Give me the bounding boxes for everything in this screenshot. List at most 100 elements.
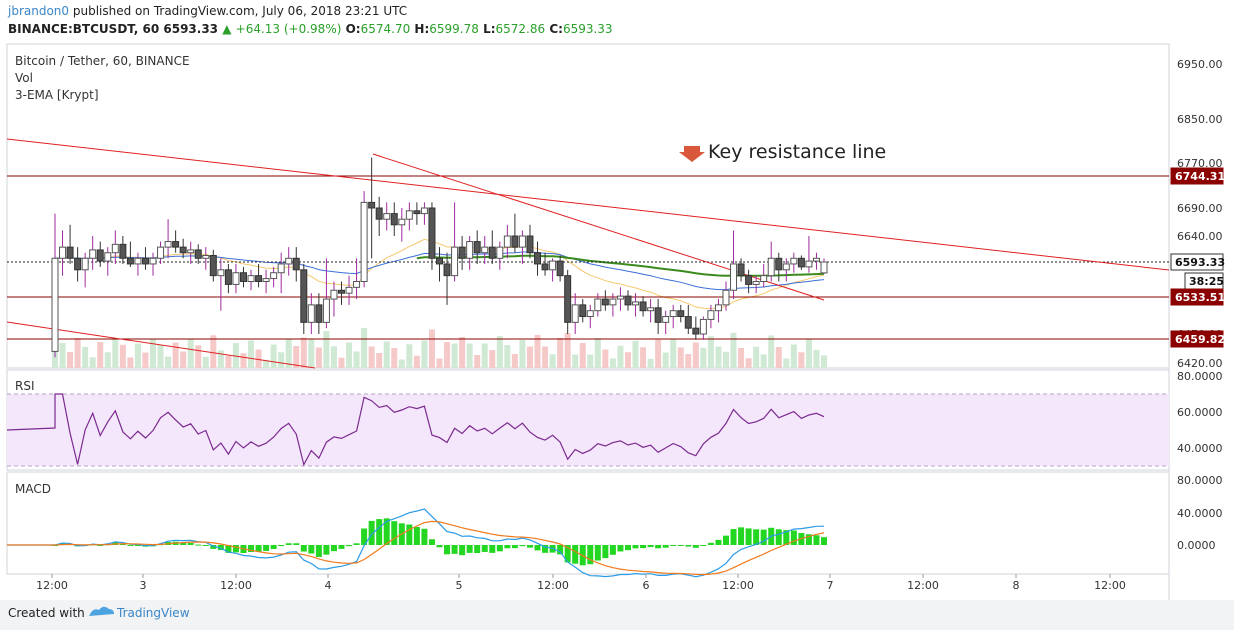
candle-body	[315, 304, 323, 323]
candle-body	[526, 235, 534, 254]
macd-hist-bar	[594, 545, 601, 561]
volume-bar	[481, 343, 488, 368]
candle-body	[534, 252, 542, 265]
volume-bar	[738, 348, 745, 368]
price-label-support: 6459.82	[1175, 333, 1225, 346]
volume-bar	[232, 343, 239, 368]
candle-body	[820, 261, 828, 274]
rsi-band	[7, 394, 1169, 466]
macd-hist-bar	[444, 545, 451, 555]
macd-hist-bar	[609, 545, 616, 555]
rsi-line	[6, 393, 825, 467]
volume-bar	[466, 343, 473, 368]
macd-hist-bar	[738, 527, 745, 545]
volume-bar	[451, 343, 458, 368]
macd-hist-bar	[466, 545, 473, 553]
volume-bar	[624, 352, 631, 368]
macd-hist-bar	[278, 545, 285, 547]
publish-text: published on TradingView.com, July 06, 2…	[72, 4, 408, 18]
volume-bar	[398, 359, 405, 368]
macd-hist-bar	[662, 545, 669, 548]
volume-bar	[579, 343, 586, 368]
macd-hist-bar	[346, 545, 353, 547]
time-tick-label: 12:00	[537, 579, 569, 592]
time-tick-label: 12:00	[907, 579, 939, 592]
macd-hist-bar	[293, 543, 300, 545]
volume-bar	[210, 335, 217, 368]
key-resistance-annotation[interactable]: Key resistance line	[679, 141, 886, 163]
volume-bar	[323, 331, 330, 368]
author-link[interactable]: jbrandon0	[8, 4, 70, 18]
candle-body	[805, 260, 813, 268]
volume-bar	[745, 358, 752, 368]
rsi-tick-label: 40.0000	[1177, 442, 1223, 455]
volume-bar	[640, 347, 647, 368]
volume-bar	[263, 359, 270, 368]
symbol-bar: BINANCE:BTCUSDT, 60 6593.33 ▲ +64.13 (+0…	[8, 22, 613, 36]
macd-hist-bar	[534, 545, 541, 551]
volume-bar	[338, 357, 345, 368]
candle-body	[511, 235, 519, 248]
candle-body	[473, 241, 481, 254]
candle-body	[586, 310, 594, 318]
macd-group	[7, 508, 827, 578]
volume-bar	[436, 358, 443, 368]
macd-hist-bar	[368, 520, 375, 545]
candle-body	[413, 210, 421, 215]
price-tick-label: 6770.00	[1177, 157, 1223, 170]
volume-bar	[308, 338, 315, 368]
candle-body	[466, 241, 474, 259]
volume-bar	[428, 329, 435, 368]
candle-body	[119, 243, 127, 259]
candle-body	[609, 298, 617, 306]
macd-hist-bar	[511, 545, 518, 549]
candle-body	[96, 249, 104, 262]
volume-bar	[361, 328, 368, 368]
rsi-tick-label: 80.0000	[1177, 370, 1223, 383]
main-pane[interactable]	[6, 43, 1170, 369]
candle-body	[812, 257, 820, 262]
volume-bar	[594, 338, 601, 368]
tradingview-logo-icon[interactable]	[89, 606, 114, 616]
candle-body	[217, 269, 225, 277]
annotation-text: Key resistance line	[708, 141, 886, 163]
volume-bar	[783, 358, 790, 368]
time-tick-label: 5	[456, 579, 463, 592]
volume-bar	[534, 335, 541, 368]
volume-bar	[489, 350, 496, 368]
footer-brand[interactable]: TradingView	[116, 606, 190, 620]
price-tick-label: 6690.00	[1177, 202, 1223, 215]
rsi-tick-label: 60.0000	[1177, 406, 1223, 419]
candle-body	[722, 289, 730, 306]
volume-bar	[775, 347, 782, 368]
price-change: +64.13 (+0.98%)	[235, 22, 342, 36]
candle-body	[639, 301, 647, 312]
volume-bar	[647, 358, 654, 368]
volume-bar	[496, 336, 503, 368]
macd-hist-bar	[451, 545, 458, 554]
volume-bar	[376, 353, 383, 368]
open-label: O:	[345, 22, 361, 36]
macd-hist-bar	[542, 545, 549, 553]
macd-hist-bar	[775, 529, 782, 545]
candle-body	[647, 307, 655, 312]
macd-hist-bar	[700, 545, 707, 546]
volume-bar	[89, 357, 96, 368]
volume-bar	[760, 354, 767, 368]
macd-hist-bar	[459, 545, 466, 556]
candle-body	[89, 249, 97, 259]
volume-bar	[519, 340, 526, 368]
macd-hist-bar	[617, 545, 624, 552]
time-tick-label: 3	[140, 579, 147, 592]
macd-hist-bar	[210, 545, 217, 549]
volume-bar	[557, 337, 564, 368]
candle-body	[368, 201, 376, 209]
key-resistance-trendline[interactable]	[6, 138, 1170, 271]
volume-bar	[119, 344, 126, 368]
macd-hist-bar	[790, 530, 797, 545]
macd-hist-bar	[202, 545, 209, 546]
macd-hist-bar	[730, 529, 737, 545]
candle-body	[405, 210, 413, 220]
macd-hist-bar	[330, 545, 337, 552]
